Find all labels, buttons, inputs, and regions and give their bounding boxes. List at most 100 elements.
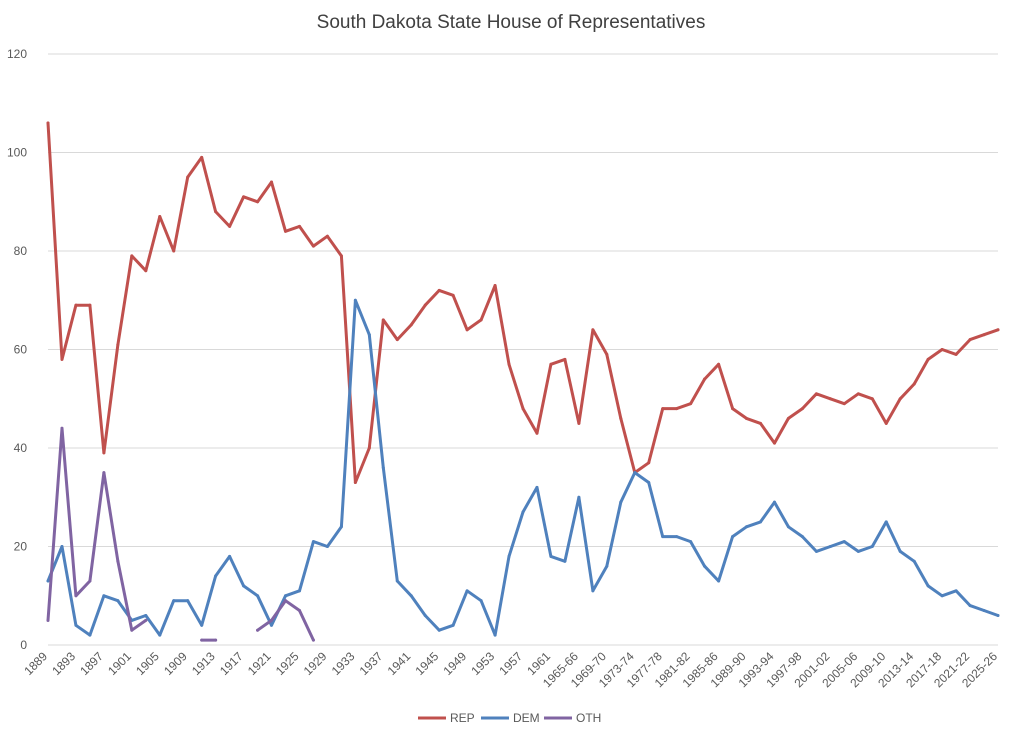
- data-point: [633, 471, 637, 475]
- data-point: [800, 407, 804, 411]
- data-point: [954, 352, 958, 356]
- data-point: [46, 618, 50, 622]
- data-point: [870, 545, 874, 548]
- legend-item-rep: REP: [418, 711, 475, 725]
- data-point: [46, 121, 50, 125]
- data-point: [926, 584, 930, 588]
- data-point: [856, 549, 860, 553]
- data-point: [675, 535, 679, 539]
- data-point: [954, 589, 958, 593]
- data-point: [256, 200, 260, 204]
- data-point: [214, 574, 218, 578]
- x-tick-label: 1897: [77, 649, 106, 678]
- data-point: [116, 559, 120, 563]
- data-point: [661, 407, 665, 411]
- data-point: [102, 451, 106, 455]
- data-point: [88, 633, 92, 637]
- data-point: [479, 599, 483, 603]
- gridlines: [48, 53, 998, 646]
- data-point: [507, 554, 511, 558]
- data-point: [242, 584, 246, 588]
- data-point: [186, 175, 190, 179]
- data-point: [74, 303, 78, 307]
- data-point: [842, 402, 846, 406]
- data-point: [130, 628, 134, 632]
- legend: REP DEM OTH: [418, 711, 601, 725]
- data-point: [759, 520, 762, 524]
- data-point: [200, 638, 204, 642]
- data-point: [172, 249, 176, 253]
- legend-label: REP: [450, 711, 475, 725]
- data-point: [186, 599, 190, 603]
- series-line-dem: [46, 298, 1000, 637]
- series-oth: [46, 426, 315, 642]
- data-point: [982, 333, 986, 337]
- data-point: [912, 559, 916, 563]
- data-point: [577, 495, 581, 499]
- y-tick-label: 100: [7, 146, 27, 160]
- data-point: [535, 431, 539, 435]
- data-point: [591, 589, 595, 593]
- data-point: [284, 599, 287, 603]
- data-point: [228, 224, 232, 228]
- data-point: [437, 288, 441, 292]
- chart-title: South Dakota State House of Representati…: [317, 12, 706, 33]
- data-point: [311, 540, 315, 544]
- data-point: [158, 215, 162, 219]
- x-tick-label: 1905: [133, 649, 162, 678]
- data-point: [130, 254, 134, 258]
- data-point: [353, 298, 357, 302]
- data-point: [898, 397, 902, 401]
- data-point: [828, 397, 832, 401]
- y-tick-label: 40: [14, 441, 28, 455]
- data-point: [74, 594, 78, 598]
- data-point: [102, 471, 106, 475]
- data-point: [284, 229, 287, 233]
- data-point: [647, 480, 651, 484]
- data-point: [703, 377, 707, 381]
- data-point: [311, 244, 315, 248]
- data-point: [395, 338, 399, 342]
- data-point: [689, 402, 693, 406]
- data-point: [661, 535, 665, 539]
- data-point: [577, 421, 581, 425]
- data-point: [284, 594, 287, 598]
- legend-item-oth: OTH: [544, 711, 601, 725]
- data-point: [367, 446, 371, 450]
- y-tick-label: 0: [20, 638, 27, 652]
- data-point: [102, 594, 106, 598]
- data-point: [563, 559, 567, 563]
- x-tick-label: 1921: [245, 649, 274, 678]
- data-point: [465, 328, 469, 332]
- data-point: [549, 554, 553, 558]
- x-tick-label: 1945: [413, 649, 442, 678]
- data-point: [493, 283, 497, 287]
- data-point: [88, 579, 92, 583]
- data-point: [898, 549, 902, 553]
- data-point: [940, 348, 944, 351]
- data-point: [856, 392, 860, 396]
- data-point: [256, 628, 260, 632]
- x-tick-label: 1893: [49, 649, 78, 678]
- data-point: [619, 416, 623, 420]
- data-point: [619, 500, 623, 504]
- data-point: [144, 269, 148, 273]
- series-line-rep: [46, 121, 1000, 484]
- data-point: [731, 535, 735, 539]
- data-point: [703, 564, 707, 568]
- x-tick-label: 1917: [217, 649, 246, 678]
- data-point: [270, 623, 274, 627]
- data-point: [200, 155, 204, 159]
- data-point: [884, 520, 888, 524]
- data-point: [339, 254, 343, 258]
- x-tick-label: 1901: [105, 649, 134, 678]
- series-line-oth: [46, 426, 315, 642]
- data-point: [116, 599, 120, 603]
- data-point: [745, 416, 749, 420]
- data-point: [605, 352, 609, 356]
- y-tick-label: 20: [14, 540, 28, 554]
- data-point: [731, 407, 735, 411]
- data-point: [437, 628, 441, 632]
- data-point: [772, 441, 776, 445]
